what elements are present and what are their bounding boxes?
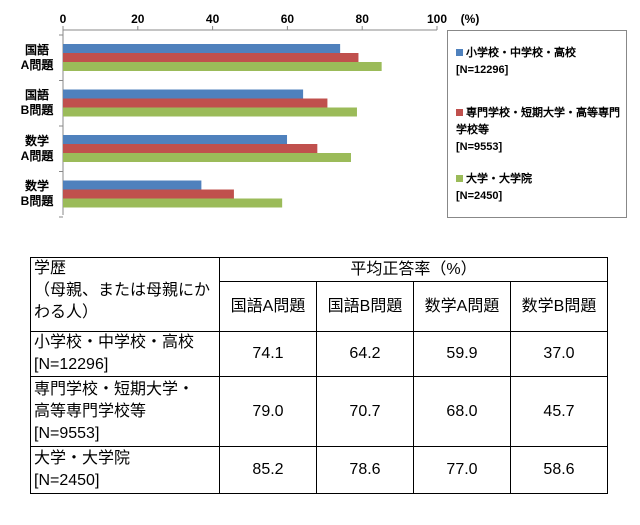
- bar: [63, 189, 234, 199]
- legend-item: 小学校・中学校・高校 [N=12296]: [456, 45, 624, 79]
- column-header: 国語A問題: [219, 281, 317, 332]
- x-tick-label: 100: [427, 12, 447, 26]
- cell-value: 59.9: [413, 331, 511, 377]
- cell-value: 64.2: [316, 331, 414, 377]
- cell-value: 78.6: [316, 446, 414, 494]
- cell-value: 70.7: [316, 376, 414, 447]
- column-header: 数学A問題: [413, 281, 511, 332]
- chart: (%) 0 20 40 60 80 100: [59, 12, 480, 218]
- bar: [63, 144, 318, 153]
- legend-item: 大学・大学院 [N=2450]: [456, 171, 624, 205]
- row-header: 専門学校・短期大学・ 高等専門学校等 [N=9553]: [30, 376, 220, 447]
- legend-swatch: [456, 175, 463, 182]
- bar: [63, 62, 382, 71]
- cell-value: 45.7: [510, 376, 608, 447]
- bar: [63, 44, 341, 53]
- cell-value: 68.0: [413, 376, 511, 447]
- bar: [63, 198, 283, 208]
- legend-label: 専門学校・短期大学・高等専門学校等 [N=9553]: [456, 107, 620, 153]
- bar: [63, 153, 351, 162]
- bar: [63, 98, 328, 108]
- bar: [63, 180, 202, 190]
- table-row: 大学・大学院 [N=2450] 85.2 78.6 77.0 58.6: [30, 446, 608, 494]
- row-header: 小学校・中学校・高校 [N=12296]: [30, 331, 220, 377]
- legend: 小学校・中学校・高校 [N=12296] 専門学校・短期大学・高等専門学校等 [N…: [447, 30, 627, 218]
- x-unit: (%): [461, 12, 480, 26]
- header-group: 平均正答率（%）: [219, 257, 608, 282]
- row-header: 大学・大学院 [N=2450]: [30, 446, 220, 494]
- legend-label: 大学・大学院 [N=2450]: [456, 173, 532, 202]
- x-tick-label: 60: [281, 12, 295, 26]
- table-row: 専門学校・短期大学・ 高等専門学校等 [N=9553] 79.0 70.7 68.0 4…: [30, 376, 608, 447]
- category-label: 数学 B問題: [20, 179, 54, 209]
- cell-value: 85.2: [219, 446, 317, 494]
- cell-value: 79.0: [219, 376, 317, 447]
- legend-item: 専門学校・短期大学・高等専門学校等 [N=9553]: [456, 105, 624, 156]
- category-label: 国語 B問題: [20, 88, 54, 118]
- x-tick-label: 0: [60, 12, 67, 26]
- cell-value: 58.6: [510, 446, 608, 494]
- cell-value: 77.0: [413, 446, 511, 494]
- column-header: 国語B問題: [316, 281, 414, 332]
- legend-label: 小学校・中学校・高校 [N=12296]: [456, 47, 576, 76]
- legend-swatch: [456, 49, 463, 56]
- category-label: 国語 A問題: [20, 42, 54, 72]
- header-label: 学歴 （母親、または母親にかわる人）: [30, 257, 220, 332]
- table: 学歴 （母親、または母親にかわる人） 平均正答率（%） 国語A問題 国語B問題 数学…: [30, 257, 608, 494]
- cell-value: 37.0: [510, 331, 608, 377]
- bar: [63, 89, 304, 99]
- cell-value: 74.1: [219, 331, 317, 377]
- legend-swatch: [456, 109, 463, 116]
- x-tick-label: 20: [131, 12, 145, 26]
- category-label: 数学 A問題: [20, 133, 54, 163]
- bar: [63, 107, 357, 117]
- column-header: 数学B問題: [510, 281, 608, 332]
- x-tick-label: 40: [206, 12, 220, 26]
- bar: [63, 53, 359, 62]
- table-row: 小学校・中学校・高校 [N=12296] 74.1 64.2 59.9 37.0: [30, 331, 608, 377]
- x-tick-label: 80: [356, 12, 370, 26]
- bar: [63, 135, 288, 144]
